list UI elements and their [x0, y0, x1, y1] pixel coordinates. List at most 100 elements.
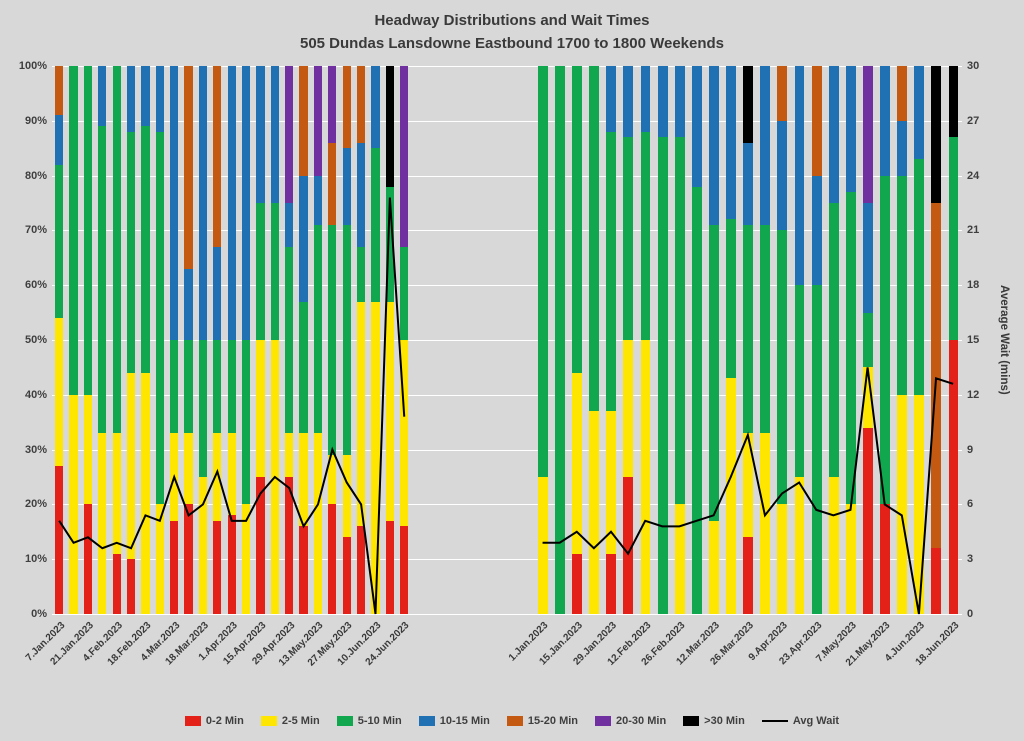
bar-slot [688, 66, 705, 614]
stacked-bar [213, 66, 222, 614]
bar-segment-5-10-min [184, 340, 193, 434]
stacked-bar [371, 66, 380, 614]
bar-segment-20-30-min [285, 66, 294, 204]
bar-segment-5-10-min [313, 224, 323, 434]
stacked-bar [184, 66, 193, 614]
bar-slot: 1.Apr.2023 [196, 66, 239, 663]
bar-segment-5-10-min [537, 66, 548, 477]
bar-segment-2-5-min [98, 433, 107, 614]
bar-segment-10-15-min [828, 66, 839, 203]
stacked-bar [897, 66, 908, 614]
bar-slot: 15.Apr.2023 [221, 66, 268, 667]
bar-segment-5-10-min [862, 312, 873, 368]
bar-segment-15-20-min [328, 142, 337, 225]
bar-slot [791, 66, 808, 614]
bar-segment-5-10-min [640, 131, 651, 340]
bar-slot [757, 66, 774, 614]
gridline [52, 66, 962, 67]
bar-slot: 26.Feb.2023 [640, 66, 688, 668]
stacked-bar [640, 66, 651, 614]
gridline [52, 285, 962, 287]
bar-segment-5-10-min [794, 285, 805, 477]
left-axis-tick: 60% [24, 279, 47, 292]
bar-segment-10-15-min [141, 66, 150, 127]
bar-segment-15-20-min [342, 66, 351, 149]
bar-segment-5-10-min [691, 186, 702, 614]
bar-segment-5-10-min [69, 66, 78, 395]
bar-slot [383, 66, 397, 614]
legend-color-swatch [683, 716, 700, 726]
gridline [52, 614, 962, 615]
legend-item: 10-15 Min [418, 715, 490, 727]
bar-segment-5-10-min [385, 186, 394, 302]
stacked-bar [328, 66, 337, 614]
legend-line-swatch [761, 720, 788, 722]
stacked-bar [811, 66, 822, 614]
bar-segment-10-15-min [691, 66, 702, 187]
right-axis-tick: 6 [967, 498, 974, 511]
bar-segment-2-5-min [845, 504, 856, 614]
stacked-bar [948, 66, 959, 614]
bar-segment-10-15-min [640, 66, 651, 132]
stacked-bar [760, 66, 771, 614]
legend-item: 15-20 Min [506, 715, 578, 727]
bar-segment-10-15-min [170, 66, 179, 341]
left-axis-tick: 20% [24, 498, 47, 511]
bar-segment-0-2-min [285, 477, 294, 614]
bar-segment-5-10-min [726, 219, 736, 379]
bar-segment-20-30-min [328, 66, 337, 143]
bar-segment-5-10-min [623, 137, 634, 340]
chart-body: 100% 90% 80% 70% 60% 50% 40% 30% 20% 10% 0% 7.Jan.… [6, 60, 1018, 669]
stacked-bar [299, 66, 308, 614]
bar-slot [268, 66, 282, 614]
stacked-bar [537, 66, 548, 614]
bar-slot [620, 66, 637, 614]
bar-slot [859, 66, 876, 614]
bar-segment-2-5-min [141, 372, 150, 614]
stacked-bar [794, 66, 805, 614]
legend-item: >30 Min [683, 715, 745, 727]
bar-slot: 9.Apr.2023 [747, 66, 791, 663]
bar-segment-2-5-min [589, 411, 600, 614]
bar-segment-2-5-min [572, 372, 583, 554]
bar-segment-5-10-min [98, 126, 107, 434]
bar-segment-10-15-min [55, 115, 64, 165]
bar-segment-0-2-min [948, 340, 959, 614]
bar-segment-10-15-min [708, 66, 719, 225]
left-axis-tick: 70% [24, 224, 47, 237]
bar-segment-5-10-min [241, 340, 251, 505]
bar-segment-0-2-min [356, 526, 366, 614]
bar-segment-0-2-min [213, 520, 222, 614]
bar-segment-5-10-min [708, 224, 719, 521]
bar-segment-5-10-min [400, 246, 409, 341]
stacked-bar [270, 66, 279, 614]
bar-slot [928, 66, 945, 614]
bar-segment-0-2-min [126, 559, 136, 614]
bar-segment-0-2-min [112, 553, 121, 614]
bar-segment-2-5-min [313, 433, 323, 614]
bar-segment-5-10-min [845, 192, 856, 505]
bar-segment-20-30-min [400, 66, 409, 247]
legend-item-label: 0-2 Min [205, 715, 244, 727]
right-value-axis: 30 27 24 21 18 15 12 9 6 3 0 [962, 60, 990, 620]
bar-segment-5-10-min [914, 159, 925, 395]
bar-slot [654, 66, 671, 614]
bar-segment-5-10-min [112, 66, 121, 434]
bar-slot: 10.Jun.2023 [335, 66, 383, 668]
bar-segment-2-5-min [155, 504, 164, 614]
gridline [52, 394, 962, 396]
stacked-bar [155, 66, 164, 614]
stacked-bar [708, 66, 719, 614]
bar-slot: 12.Feb.2023 [605, 66, 654, 668]
legend-item-label: Avg Wait [792, 715, 840, 727]
bar-segment-0-2-min [623, 477, 634, 614]
bar-segment-5-10-min [777, 230, 788, 505]
bar-segment-2-5-min [794, 477, 805, 614]
bar-segment-5-10-min [760, 224, 771, 434]
bar-slot: 12.Mar.2023 [674, 66, 722, 667]
stacked-bar [313, 66, 323, 614]
legend-item: 20-30 Min [595, 715, 666, 727]
bar-segment-10-15-min [356, 142, 366, 247]
bar-segment-10-15-min [914, 66, 925, 160]
stacked-bar [170, 66, 179, 614]
